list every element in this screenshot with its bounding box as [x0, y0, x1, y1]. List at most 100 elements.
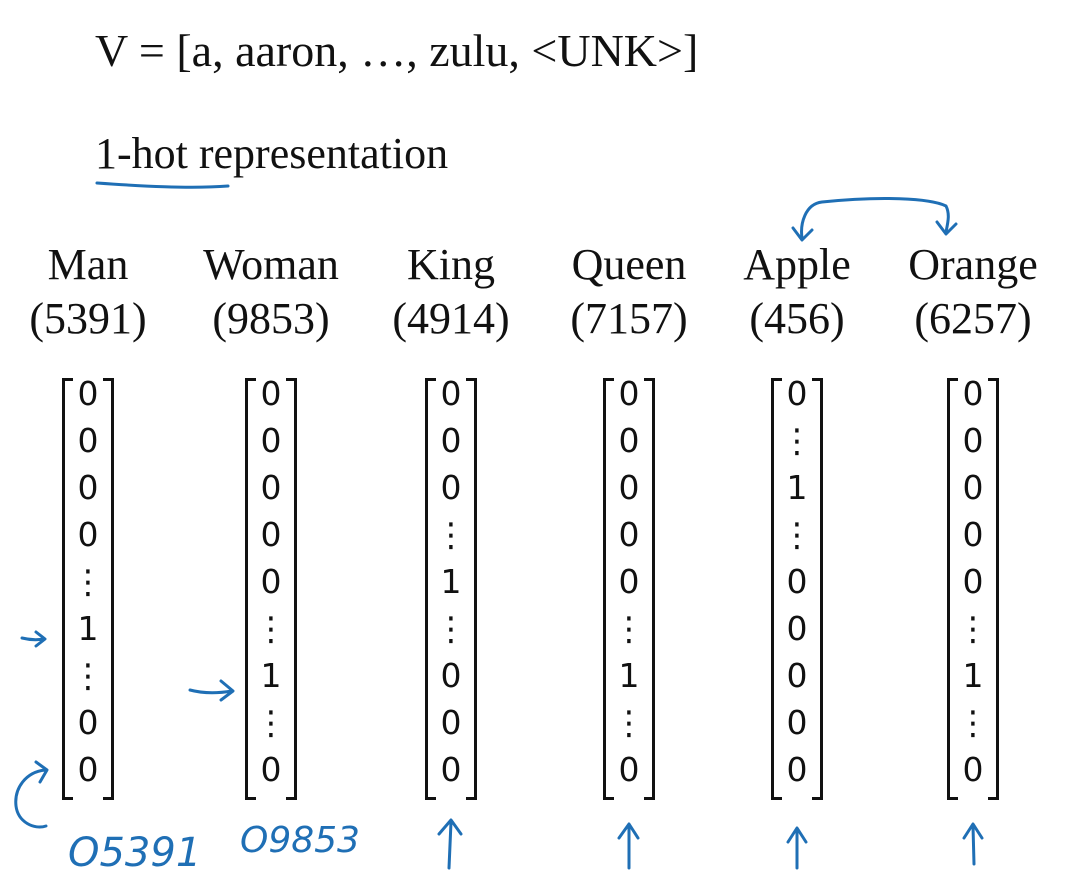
vector-entry: 0 [962, 421, 984, 460]
one-hot-vector-man: 0 0 0 0 ⋮ 1 ⋮ 0 0 [62, 374, 114, 800]
vector-entry: 0 [260, 562, 282, 601]
vector-entry: 1 [77, 609, 99, 648]
vector-entry: 0 [786, 750, 808, 789]
word-label: Queen [571, 240, 687, 289]
swap-arrow-icon [800, 197, 950, 240]
vector-entry: 0 [786, 609, 808, 648]
vector-entry: 0 [260, 374, 282, 413]
vector-entry: 0 [786, 656, 808, 695]
vector-entry: 1 [440, 562, 462, 601]
word-label: Orange [908, 240, 1038, 289]
man-curve-arrow-icon [14, 760, 49, 829]
right-bracket [286, 378, 297, 800]
queen-up-arrow-icon [617, 822, 640, 870]
vector-entry: ⋮ [434, 515, 468, 554]
swap-arrow-head-left [791, 226, 814, 242]
man-pointer-arrow-icon [20, 630, 47, 648]
vector-entry: 0 [962, 374, 984, 413]
vector-entry: 0 [618, 562, 640, 601]
vector-entry: 0 [77, 374, 99, 413]
column-header-king: King (4914) [361, 238, 541, 346]
word-label: Woman [203, 240, 339, 289]
vector-entry: 0 [440, 750, 462, 789]
left-bracket [245, 378, 256, 800]
vector-entry: 0 [440, 468, 462, 507]
vector-entry: 0 [786, 562, 808, 601]
vector-entry: ⋮ [434, 609, 468, 648]
word-index: (456) [749, 294, 845, 343]
vector-entry: 0 [77, 750, 99, 789]
subtitle-underline [95, 181, 230, 189]
vector-entry: 0 [786, 374, 808, 413]
vector-entry: 0 [77, 468, 99, 507]
right-bracket [644, 378, 655, 800]
left-bracket [62, 378, 73, 800]
one-hot-title: 1-hot representation [95, 129, 449, 178]
vector-entry: 0 [440, 374, 462, 413]
vector-entry: 0 [260, 421, 282, 460]
left-bracket [425, 378, 436, 800]
orange-up-arrow-icon [962, 822, 984, 866]
left-bracket [771, 378, 782, 800]
king-up-arrow-icon [437, 818, 463, 870]
one-hot-vector-queen: 0 0 0 0 0 ⋮ 1 ⋮ 0 [603, 374, 655, 800]
one-hot-vector-apple: 0 ⋮ 1 ⋮ 0 0 0 0 0 [771, 374, 823, 800]
vector-entry: ⋮ [612, 703, 646, 742]
apple-up-arrow-icon [786, 826, 808, 870]
word-index: (4914) [392, 294, 510, 343]
vector-entry: 0 [962, 750, 984, 789]
vector-entry: ⋮ [780, 421, 814, 460]
vector-entry: ⋮ [71, 562, 105, 601]
vocabulary-definition: V = [a, aaron, …, zulu, <UNK>] [95, 25, 699, 76]
vector-entry: 0 [618, 421, 640, 460]
right-bracket [988, 378, 999, 800]
vector-entry: 0 [260, 750, 282, 789]
word-label: Man [47, 240, 129, 289]
vector-entry: 0 [440, 656, 462, 695]
vector-entry: 0 [962, 515, 984, 554]
vector-entry: 0 [618, 515, 640, 554]
vector-entry: ⋮ [780, 515, 814, 554]
word-index: (9853) [212, 294, 330, 343]
column-header-woman: Woman (9853) [181, 238, 361, 346]
vector-entry: 1 [786, 468, 808, 507]
vector-entry: 0 [618, 374, 640, 413]
vector-entry: 0 [962, 562, 984, 601]
vector-entry: 0 [618, 750, 640, 789]
o9853-label: O9853 [240, 820, 360, 861]
word-index: (5391) [29, 294, 147, 343]
vector-entry: 1 [962, 656, 984, 695]
vector-entry: 0 [618, 468, 640, 507]
one-hot-vector-orange: 0 0 0 0 0 ⋮ 1 ⋮ 0 [947, 374, 999, 800]
left-bracket [603, 378, 614, 800]
word-label: Apple [743, 240, 851, 289]
word-index: (7157) [570, 294, 688, 343]
left-bracket [947, 378, 958, 800]
vector-entry: 0 [77, 421, 99, 460]
vector-entry: ⋮ [956, 609, 990, 648]
column-header-apple: Apple (456) [707, 238, 887, 346]
vector-entry: ⋮ [612, 609, 646, 648]
vector-entry: 0 [440, 421, 462, 460]
column-header-man: Man (5391) [0, 238, 178, 346]
word-label: King [407, 240, 495, 289]
vector-entry: 0 [260, 468, 282, 507]
right-bracket [103, 378, 114, 800]
vector-entry: 0 [786, 703, 808, 742]
o5391-label: O5391 [68, 830, 201, 876]
vector-entry: 0 [77, 703, 99, 742]
vector-entry: ⋮ [254, 609, 288, 648]
vector-entry: ⋮ [956, 703, 990, 742]
vector-entry: 1 [260, 656, 282, 695]
vector-entry: 0 [440, 703, 462, 742]
vector-entry: ⋮ [254, 703, 288, 742]
woman-pointer-arrow-icon [188, 679, 235, 702]
one-hot-vector-woman: 0 0 0 0 0 ⋮ 1 ⋮ 0 [245, 374, 297, 800]
vector-entry: 1 [618, 656, 640, 695]
column-header-queen: Queen (7157) [539, 238, 719, 346]
vector-entry: 0 [77, 515, 99, 554]
swap-arrow-head-right [935, 220, 958, 236]
right-bracket [466, 378, 477, 800]
vector-entry: 0 [260, 515, 282, 554]
